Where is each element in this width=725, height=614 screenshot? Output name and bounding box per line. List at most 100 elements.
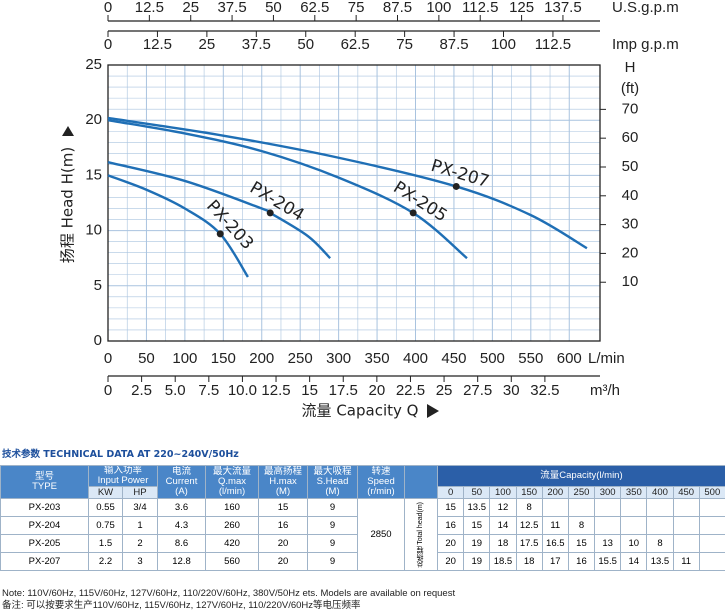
table-cell: 13.5 (646, 552, 674, 571)
secondary-tick-label: 12.5 (261, 382, 290, 399)
note: 备注: 可以按要求生产110V/60Hz, 115V/60Hz, 127V/60… (2, 600, 361, 611)
table-cell (594, 516, 622, 535)
secondary-tick-label: 25 (182, 0, 199, 16)
table-cell: 560 (205, 552, 260, 571)
table-cell (567, 498, 596, 517)
y2-tick-label: 40 (622, 187, 639, 204)
plot-frame (107, 64, 601, 342)
header-line: Input Power (97, 475, 149, 486)
secondary-tick-label: 12.5 (143, 36, 172, 53)
table-cell: 19 (463, 552, 491, 571)
header-cell: 最大流量 Q.max (l/min) (205, 465, 260, 499)
table-cell: 11 (672, 552, 700, 571)
y-tick-label: 20 (85, 111, 102, 128)
header-cell: 最高扬程 H.max (M) (258, 465, 309, 499)
table-cell: 12 (489, 498, 517, 517)
secondary-tick-label: 12.5 (135, 0, 164, 16)
secondary-unit: m³/h (590, 382, 620, 399)
secondary-tick-label: 7.5 (198, 382, 219, 399)
table-cell: 2850 (357, 498, 406, 571)
header-cell: 150 (515, 486, 543, 499)
header-cell: 300 (594, 486, 622, 499)
header-line: Current (165, 476, 198, 487)
table-cell: 16 (567, 552, 596, 571)
secondary-tick-label: 112.5 (535, 36, 571, 53)
secondary-tick-label: 112.5 (462, 0, 498, 16)
secondary-tick-label: 0 (104, 36, 112, 53)
header-line: (r/min) (367, 486, 395, 497)
table-cell (620, 516, 648, 535)
y2-unit: H (625, 59, 636, 76)
header-cell: 转速 Speed (r/min) (357, 465, 406, 499)
y-tick-label: 0 (94, 332, 102, 349)
header-line: 最大流量 (213, 466, 252, 477)
table-cell (698, 552, 725, 571)
curve (107, 174, 249, 278)
table-cell: 1 (121, 516, 159, 535)
header-cell: 0 (437, 486, 465, 499)
header-line: (A) (175, 486, 188, 497)
table-cell: 160 (205, 498, 260, 517)
table-cell: PX-204 (0, 516, 89, 535)
secondary-tick-label: 125 (509, 0, 534, 16)
x-tick-label: 600 (557, 350, 582, 367)
table-cell: 11 (541, 516, 569, 535)
y-axis-arrow (62, 126, 74, 136)
table-cell (698, 516, 725, 535)
secondary-tick-label: 137.5 (544, 0, 582, 16)
curve (107, 116, 588, 250)
y2-tick-label: 10 (622, 273, 639, 290)
table-cell: 8.6 (157, 534, 207, 553)
table-cell: 3.6 (157, 498, 207, 517)
table-cell: 3/4 (121, 498, 159, 517)
header-cell: 50 (463, 486, 491, 499)
secondary-tick-label: 37.5 (217, 0, 246, 16)
table-cell: 20 (258, 534, 309, 553)
table-cell: 13 (594, 534, 622, 553)
table-cell: 10 (620, 534, 648, 553)
secondary-tick-label: 100 (491, 36, 516, 53)
table-cell: 17.5 (515, 534, 543, 553)
secondary-tick-label: 27.5 (463, 382, 492, 399)
secondary-tick-label: 62.5 (341, 36, 370, 53)
header-line: (l/min) (218, 486, 246, 497)
y2-unit-sub: (ft) (621, 80, 639, 97)
table-cell: 0.55 (88, 498, 123, 517)
table-cell: 15 (437, 498, 465, 517)
secondary-tick-label: 30 (503, 382, 520, 399)
secondary-tick-label: 37.5 (242, 36, 271, 53)
table-cell: 20 (437, 534, 465, 553)
header-line: Speed (367, 476, 395, 487)
secondary-tick-label: 25 (436, 382, 453, 399)
header-line: (M) (325, 486, 340, 497)
curve (107, 119, 468, 260)
vertical-label: 总扬程 Total head(m) (417, 501, 425, 568)
curve-marker (266, 209, 274, 217)
header-line: 输入功率 (104, 465, 143, 476)
header-cell: 200 (541, 486, 569, 499)
chart: 扬程 Head H(m) 流量 Capacity Q L/min H (ft) … (59, 0, 679, 420)
y2-tick-label: 50 (622, 158, 639, 175)
table-cell (620, 498, 648, 517)
y2-tick-label: 70 (622, 100, 639, 117)
y-tick-label: 10 (85, 222, 102, 239)
secondary-tick-label: 50 (265, 0, 282, 16)
x-tick-label: 0 (104, 350, 112, 367)
secondary-tick-label: 2.5 (131, 382, 152, 399)
table-cell: 15 (567, 534, 596, 553)
table-cell: 12.8 (157, 552, 207, 571)
secondary-tick-label: 87.5 (439, 36, 468, 53)
x-tick-label: 300 (326, 350, 351, 367)
table-cell: 9 (307, 498, 359, 517)
header-cell: KW (88, 486, 123, 499)
secondary-tick-label: 0 (104, 0, 112, 16)
x-tick-label: 100 (172, 350, 197, 367)
x-tick-label: 50 (138, 350, 155, 367)
table-cell (646, 516, 674, 535)
x-tick-label: 200 (249, 350, 274, 367)
notes: Note: 110V/60Hz, 115V/60Hz, 127V/60Hz, 1… (2, 588, 455, 612)
secondary-tick-label: 87.5 (383, 0, 412, 16)
table-cell: 14 (620, 552, 648, 571)
table-cell: 2.2 (88, 552, 123, 571)
